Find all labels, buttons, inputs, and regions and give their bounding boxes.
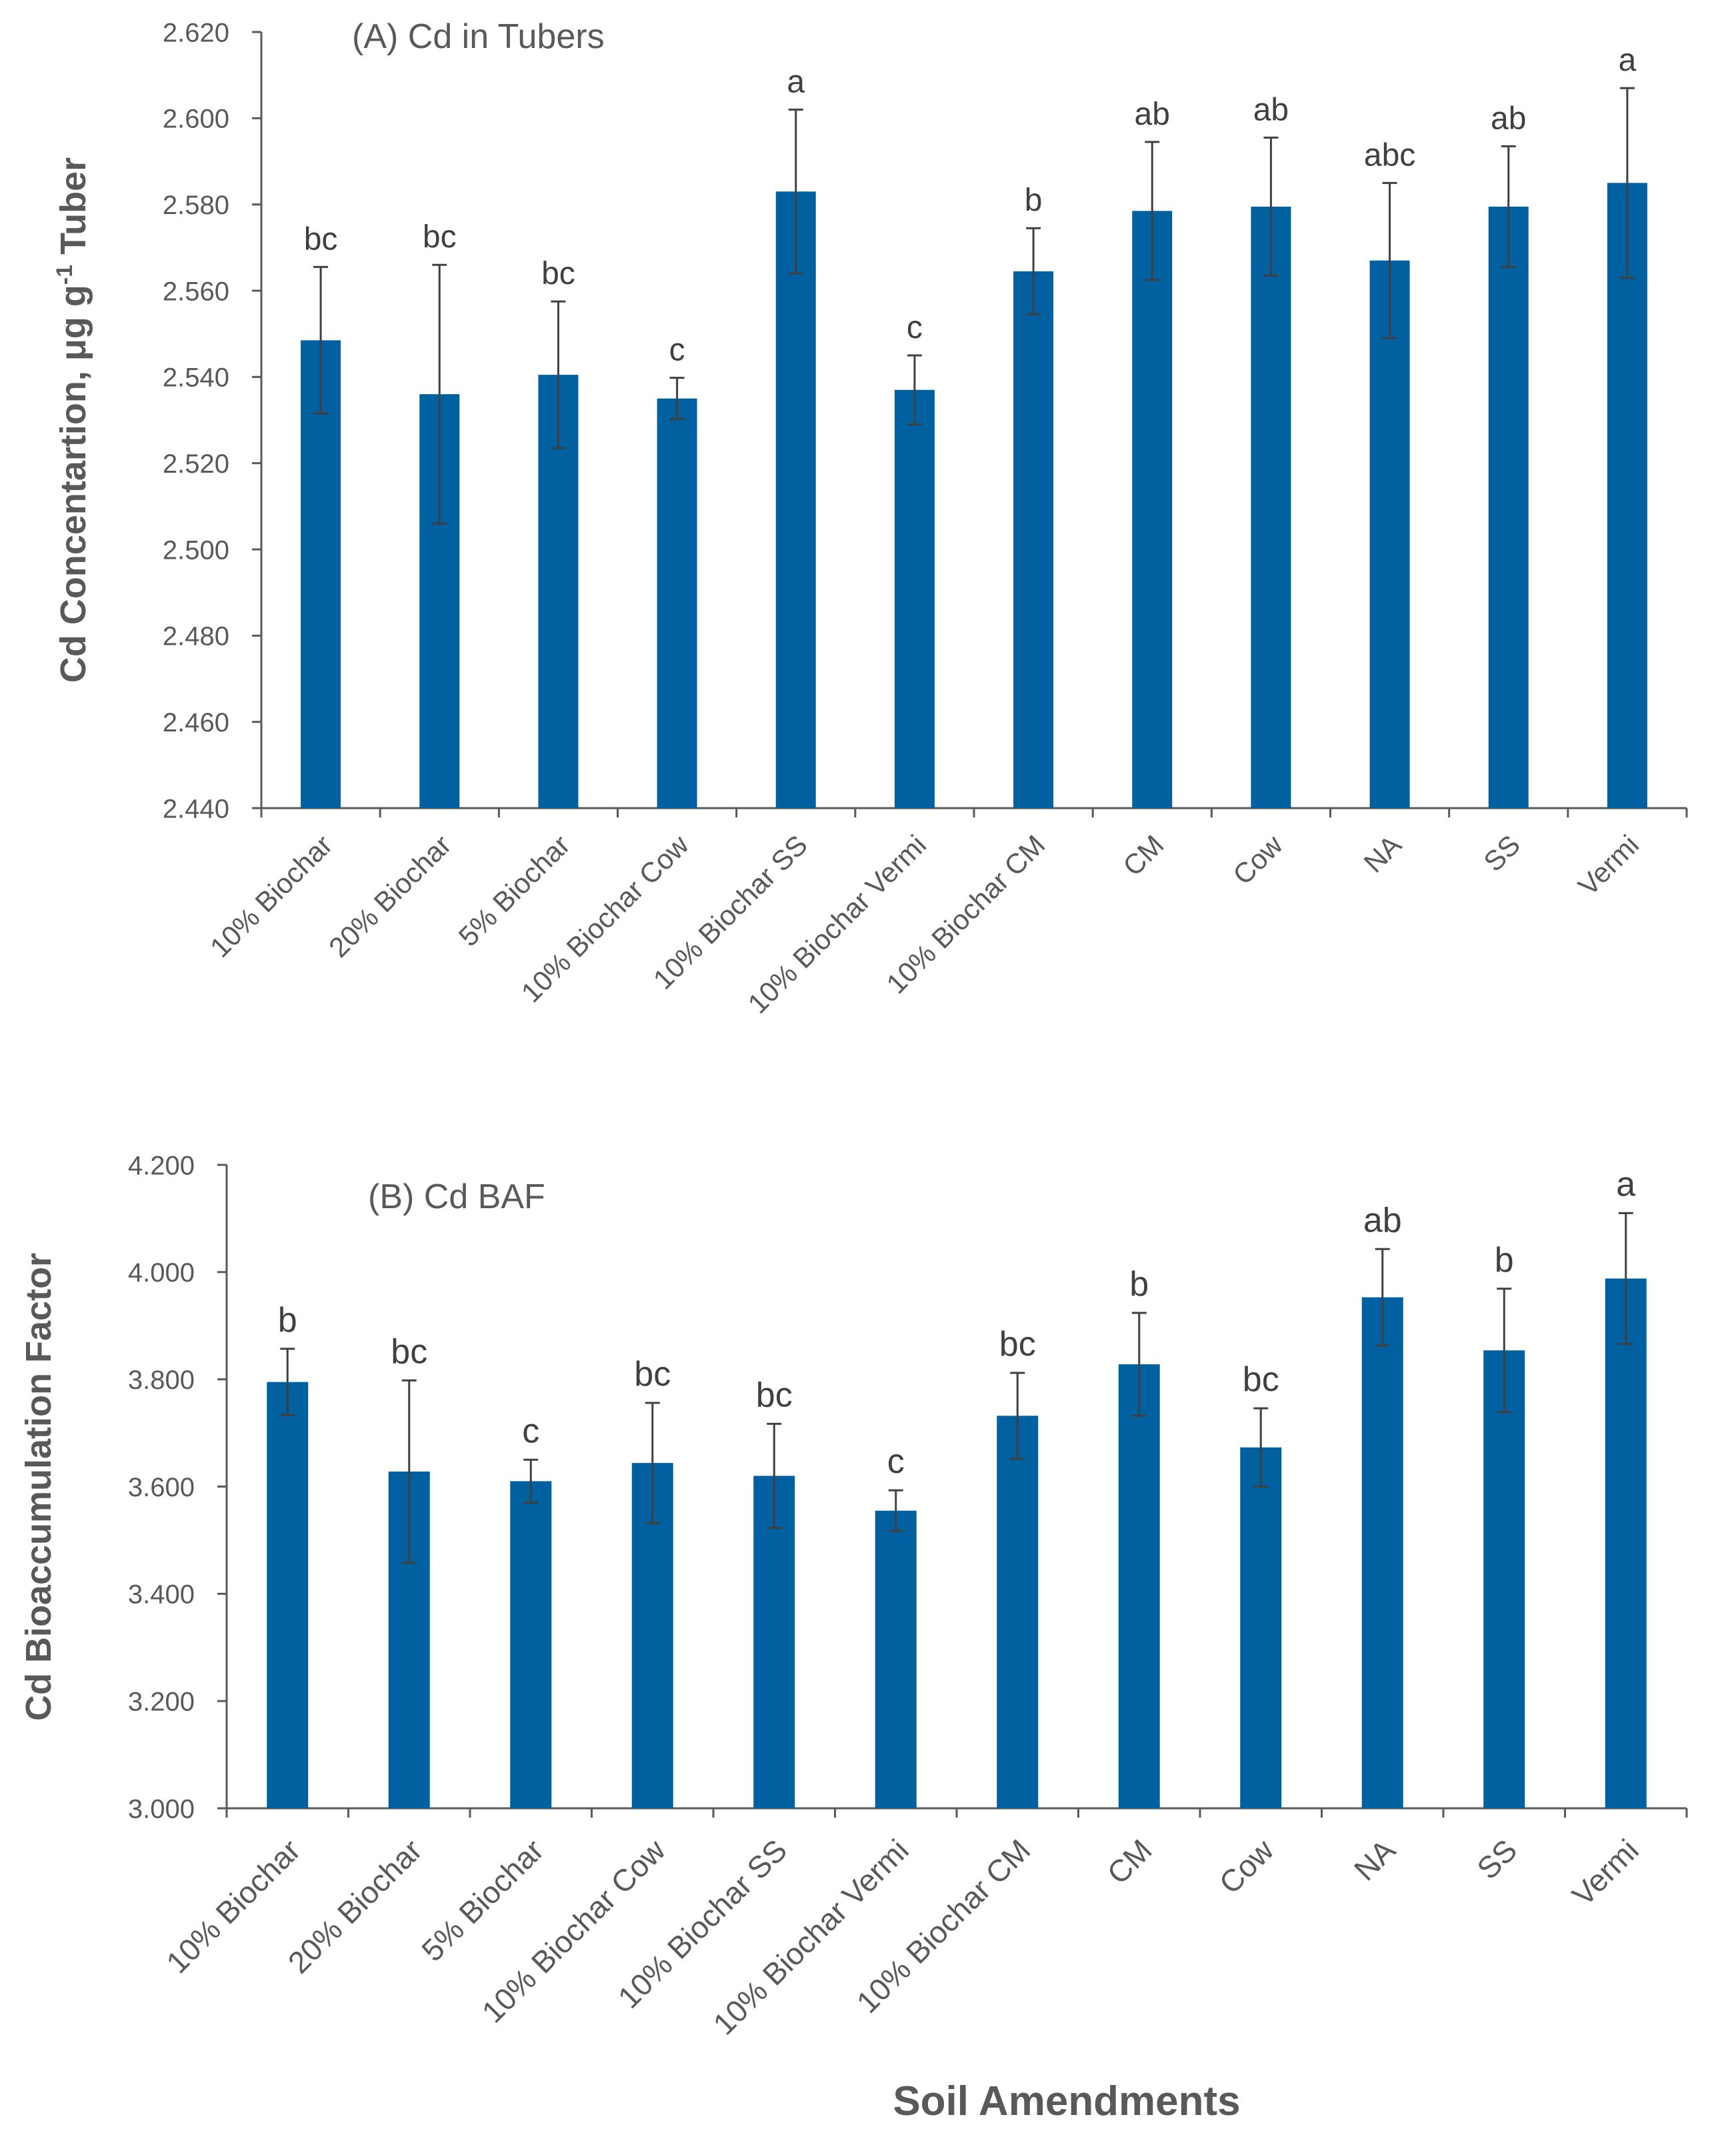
significance-letter: bc bbox=[756, 1376, 793, 1414]
significance-letter: bc bbox=[634, 1355, 671, 1394]
bar bbox=[1118, 1364, 1160, 1808]
bar bbox=[1605, 1278, 1647, 1808]
bar bbox=[775, 191, 816, 808]
bar bbox=[1488, 206, 1529, 808]
significance-letter: ab bbox=[1363, 1201, 1402, 1240]
significance-letter: a bbox=[787, 64, 805, 99]
significance-letter: bc bbox=[1243, 1360, 1279, 1399]
significance-letter: bc bbox=[423, 219, 457, 255]
bar bbox=[657, 398, 697, 808]
chart-title: (A) Cd in Tubers bbox=[352, 17, 605, 56]
y-tick-label: 2.500 bbox=[163, 535, 229, 565]
x-axis-title: Soil Amendments bbox=[893, 2078, 1240, 2124]
bar bbox=[1132, 211, 1173, 808]
y-tick-label: 3.600 bbox=[128, 1473, 195, 1502]
significance-letter: abc bbox=[1364, 137, 1415, 173]
y-tick-label: 2.460 bbox=[163, 708, 229, 737]
significance-letter: a bbox=[1616, 1165, 1635, 1204]
bar bbox=[1013, 271, 1054, 808]
significance-letter: bc bbox=[304, 221, 338, 257]
y-tick-label: 2.440 bbox=[163, 794, 229, 823]
y-tick-label: 2.480 bbox=[163, 622, 229, 651]
significance-letter: a bbox=[1619, 43, 1637, 78]
bar bbox=[1483, 1350, 1525, 1808]
significance-letter: ab bbox=[1135, 97, 1170, 132]
significance-letter: bc bbox=[391, 1332, 427, 1371]
significance-letter: c bbox=[522, 1412, 539, 1450]
significance-letter: c bbox=[887, 1442, 905, 1481]
significance-letter: bc bbox=[999, 1325, 1036, 1364]
bar bbox=[875, 1510, 917, 1808]
y-tick-label: 3.400 bbox=[128, 1580, 195, 1610]
y-tick-label: 2.580 bbox=[163, 191, 229, 220]
bar bbox=[753, 1476, 795, 1808]
bar bbox=[1240, 1447, 1282, 1808]
y-tick-label: 2.540 bbox=[163, 363, 229, 393]
bar bbox=[997, 1416, 1039, 1808]
significance-letter: b bbox=[278, 1301, 297, 1340]
significance-letter: ab bbox=[1253, 92, 1289, 127]
significance-letter: bc bbox=[541, 256, 575, 291]
y-tick-label: 3.200 bbox=[128, 1688, 195, 1717]
significance-letter: c bbox=[907, 310, 923, 345]
y-tick-label: 2.560 bbox=[163, 277, 229, 306]
significance-letter: b bbox=[1129, 1265, 1149, 1304]
bar bbox=[267, 1382, 309, 1808]
y-tick-label: 3.800 bbox=[128, 1366, 195, 1395]
y-tick-label: 2.600 bbox=[163, 105, 229, 134]
significance-letter: ab bbox=[1491, 101, 1526, 136]
significance-letter: c bbox=[669, 333, 685, 368]
y-tick-label: 4.200 bbox=[128, 1151, 195, 1180]
bar bbox=[301, 340, 341, 808]
y-tick-label: 3.000 bbox=[128, 1794, 195, 1824]
bar bbox=[1369, 260, 1410, 808]
bar bbox=[894, 389, 935, 808]
significance-letter: b bbox=[1495, 1241, 1514, 1280]
bar bbox=[510, 1481, 552, 1808]
y-axis-title: Cd Concentartion, μg g-1 Tuber bbox=[52, 157, 93, 683]
significance-letter: b bbox=[1025, 183, 1043, 218]
y-tick-label: 2.520 bbox=[163, 449, 229, 479]
y-tick-label: 4.000 bbox=[128, 1258, 195, 1288]
chart-title: (B) Cd BAF bbox=[368, 1178, 545, 1216]
bar bbox=[1607, 183, 1647, 808]
y-tick-label: 2.620 bbox=[163, 18, 229, 47]
bar bbox=[1361, 1297, 1403, 1808]
bar bbox=[1251, 206, 1291, 808]
y-axis-title: Cd Bioaccumulation Factor bbox=[19, 1253, 59, 1721]
